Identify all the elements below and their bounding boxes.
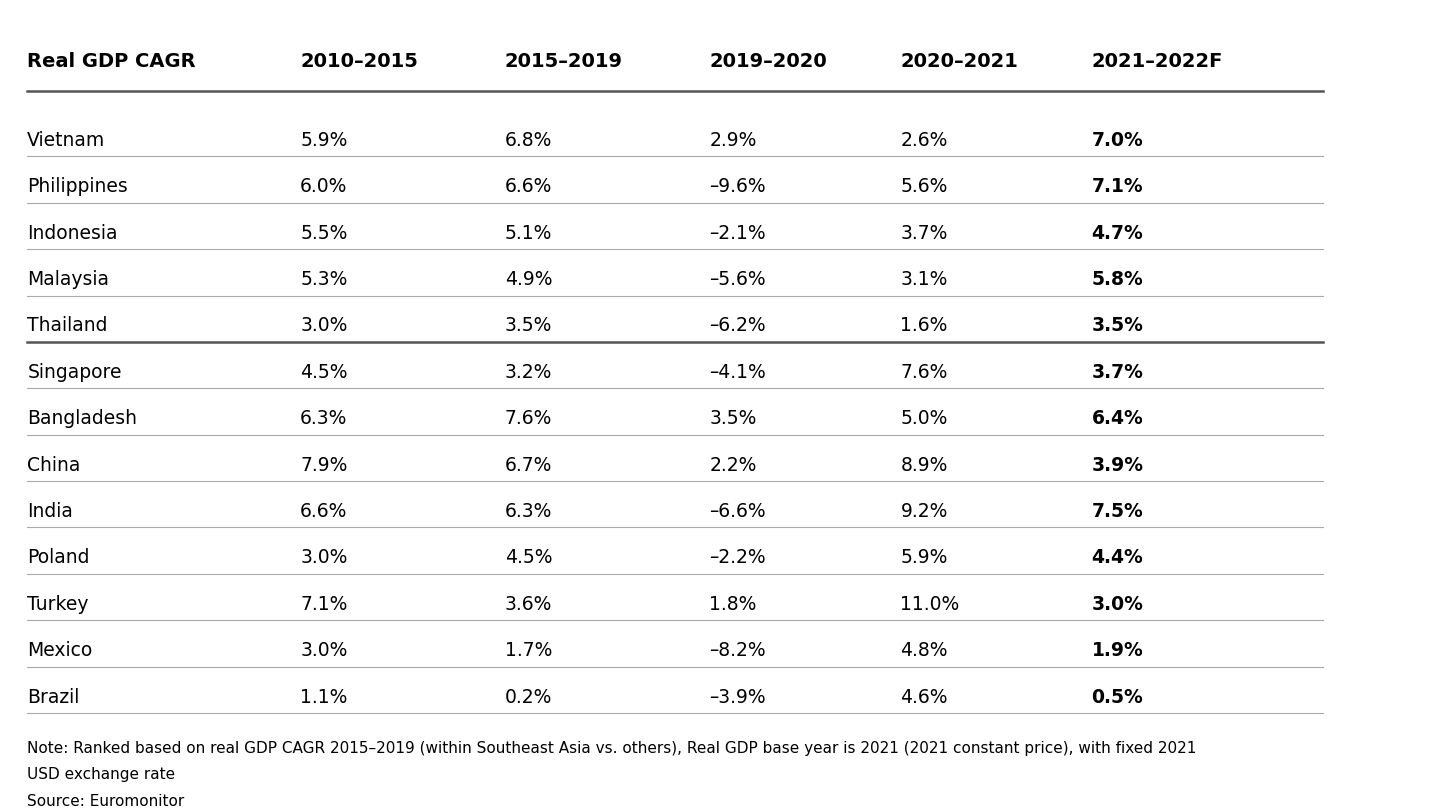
Text: 1.7%: 1.7%: [505, 642, 552, 660]
Text: India: India: [27, 502, 73, 521]
Text: 3.7%: 3.7%: [1092, 363, 1143, 382]
Text: 7.9%: 7.9%: [300, 455, 347, 475]
Text: 6.8%: 6.8%: [505, 131, 552, 150]
Text: 7.6%: 7.6%: [505, 409, 552, 428]
Text: 5.6%: 5.6%: [900, 177, 948, 196]
Text: 1.9%: 1.9%: [1092, 642, 1143, 660]
Text: 3.1%: 3.1%: [900, 270, 948, 289]
Text: 2.2%: 2.2%: [710, 455, 757, 475]
Text: 3.5%: 3.5%: [710, 409, 757, 428]
Text: Indonesia: Indonesia: [27, 224, 118, 243]
Text: 4.9%: 4.9%: [505, 270, 553, 289]
Text: 3.2%: 3.2%: [505, 363, 552, 382]
Text: 7.1%: 7.1%: [1092, 177, 1143, 196]
Text: 3.9%: 3.9%: [1092, 455, 1143, 475]
Text: 2021–2022F: 2021–2022F: [1092, 52, 1223, 71]
Text: 2019–2020: 2019–2020: [710, 52, 827, 71]
Text: Note: Ranked based on real GDP CAGR 2015–2019 (within Southeast Asia vs. others): Note: Ranked based on real GDP CAGR 2015…: [27, 741, 1197, 756]
Text: 0.5%: 0.5%: [1092, 688, 1143, 706]
Text: Brazil: Brazil: [27, 688, 79, 706]
Text: 4.4%: 4.4%: [1092, 548, 1143, 567]
Text: 6.3%: 6.3%: [300, 409, 347, 428]
Text: 6.4%: 6.4%: [1092, 409, 1143, 428]
Text: China: China: [27, 455, 81, 475]
Text: 1.8%: 1.8%: [710, 595, 757, 614]
Text: 2.9%: 2.9%: [710, 131, 757, 150]
Text: Poland: Poland: [27, 548, 89, 567]
Text: 4.6%: 4.6%: [900, 688, 948, 706]
Text: 5.1%: 5.1%: [505, 224, 552, 243]
Text: 7.6%: 7.6%: [900, 363, 948, 382]
Text: –6.2%: –6.2%: [710, 317, 766, 335]
Text: 3.5%: 3.5%: [505, 317, 552, 335]
Text: 9.2%: 9.2%: [900, 502, 948, 521]
Text: 4.5%: 4.5%: [505, 548, 553, 567]
Text: USD exchange rate: USD exchange rate: [27, 767, 176, 782]
Text: Source: Euromonitor: Source: Euromonitor: [27, 794, 184, 808]
Text: –8.2%: –8.2%: [710, 642, 766, 660]
Text: 2020–2021: 2020–2021: [900, 52, 1018, 71]
Text: 4.5%: 4.5%: [300, 363, 347, 382]
Text: 1.6%: 1.6%: [900, 317, 948, 335]
Text: –4.1%: –4.1%: [710, 363, 766, 382]
Text: 6.7%: 6.7%: [505, 455, 552, 475]
Text: 2.6%: 2.6%: [900, 131, 948, 150]
Text: 5.3%: 5.3%: [300, 270, 347, 289]
Text: Philippines: Philippines: [27, 177, 128, 196]
Text: Vietnam: Vietnam: [27, 131, 105, 150]
Text: 5.9%: 5.9%: [300, 131, 347, 150]
Text: –3.9%: –3.9%: [710, 688, 766, 706]
Text: 3.0%: 3.0%: [300, 548, 347, 567]
Text: 1.1%: 1.1%: [300, 688, 347, 706]
Text: 6.6%: 6.6%: [300, 502, 347, 521]
Text: 2010–2015: 2010–2015: [300, 52, 418, 71]
Text: 11.0%: 11.0%: [900, 595, 959, 614]
Text: –9.6%: –9.6%: [710, 177, 766, 196]
Text: Malaysia: Malaysia: [27, 270, 109, 289]
Text: Real GDP CAGR: Real GDP CAGR: [27, 52, 196, 71]
Text: 5.5%: 5.5%: [300, 224, 347, 243]
Text: –2.1%: –2.1%: [710, 224, 766, 243]
Text: 8.9%: 8.9%: [900, 455, 948, 475]
Text: 3.0%: 3.0%: [1092, 595, 1143, 614]
Text: Thailand: Thailand: [27, 317, 108, 335]
Text: 7.0%: 7.0%: [1092, 131, 1143, 150]
Text: 0.2%: 0.2%: [505, 688, 552, 706]
Text: –5.6%: –5.6%: [710, 270, 766, 289]
Text: 5.9%: 5.9%: [900, 548, 948, 567]
Text: 3.7%: 3.7%: [900, 224, 948, 243]
Text: Bangladesh: Bangladesh: [27, 409, 137, 428]
Text: 7.1%: 7.1%: [300, 595, 347, 614]
Text: 7.5%: 7.5%: [1092, 502, 1143, 521]
Text: 2015–2019: 2015–2019: [505, 52, 622, 71]
Text: 6.3%: 6.3%: [505, 502, 552, 521]
Text: 4.8%: 4.8%: [900, 642, 948, 660]
Text: Singapore: Singapore: [27, 363, 122, 382]
Text: –2.2%: –2.2%: [710, 548, 766, 567]
Text: 5.0%: 5.0%: [900, 409, 948, 428]
Text: 3.5%: 3.5%: [1092, 317, 1143, 335]
Text: 6.6%: 6.6%: [505, 177, 552, 196]
Text: Mexico: Mexico: [27, 642, 92, 660]
Text: 6.0%: 6.0%: [300, 177, 347, 196]
Text: –6.6%: –6.6%: [710, 502, 766, 521]
Text: 3.6%: 3.6%: [505, 595, 552, 614]
Text: 5.8%: 5.8%: [1092, 270, 1143, 289]
Text: 3.0%: 3.0%: [300, 642, 347, 660]
Text: Turkey: Turkey: [27, 595, 89, 614]
Text: 4.7%: 4.7%: [1092, 224, 1143, 243]
Text: 3.0%: 3.0%: [300, 317, 347, 335]
